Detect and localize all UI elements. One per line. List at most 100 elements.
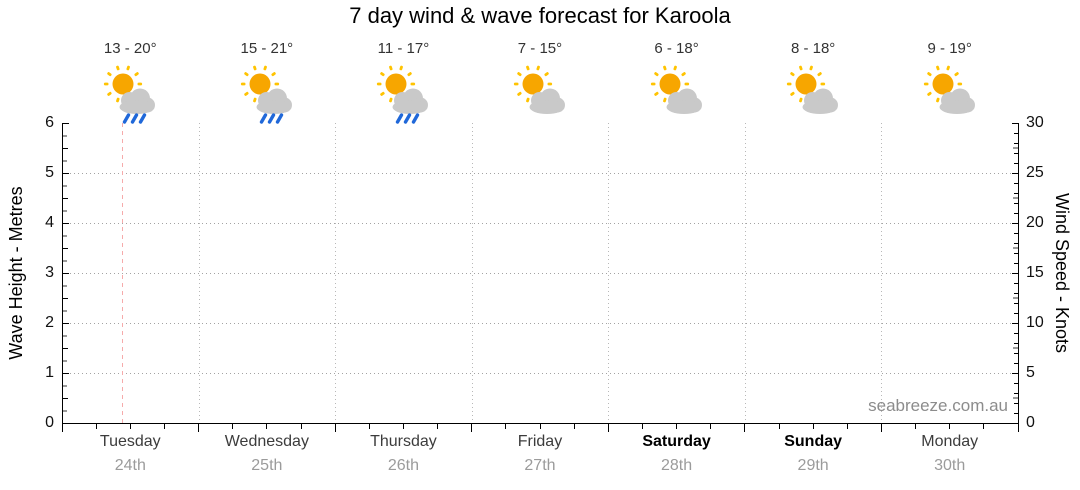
- temperature-range-label: 15 - 21°: [240, 40, 294, 57]
- right-axis-minor-tick: [1014, 282, 1018, 284]
- left-axis-minor-tick: [63, 134, 67, 137]
- right-axis-minor-tick: [1014, 202, 1018, 204]
- vertical-gridline: [608, 123, 610, 423]
- day-column: 6 - 18° Saturday 28th: [608, 0, 745, 490]
- right-axis-tick-label: 30: [1026, 114, 1044, 131]
- x-axis-minor-tick: [266, 424, 268, 429]
- right-axis-major-tick: [1012, 422, 1019, 424]
- x-axis-major-tick: [334, 424, 336, 432]
- horizontal-gridline: [62, 323, 1018, 324]
- left-axis-minor-tick: [63, 147, 68, 149]
- x-axis-minor-tick: [129, 424, 131, 429]
- horizontal-gridline: [62, 223, 1018, 224]
- day-column: 7 - 15° Friday 27th: [472, 0, 609, 490]
- right-axis-minor-tick: [1014, 262, 1018, 264]
- temperature-range-label: 9 - 19°: [927, 40, 972, 57]
- temperature-range-label: 8 - 18°: [790, 40, 836, 57]
- weather-icon-wrap: [920, 64, 980, 124]
- left-axis-minor-tick: [63, 334, 67, 337]
- weather-icon-wrap: [510, 64, 570, 124]
- x-axis-minor-tick: [710, 424, 712, 429]
- x-axis-minor-tick: [812, 424, 814, 429]
- left-axis-minor-tick: [63, 397, 68, 399]
- right-axis-minor-tick: [1014, 312, 1018, 314]
- right-axis-half-tick: [1013, 247, 1018, 249]
- x-axis-minor-tick: [300, 424, 302, 429]
- day-column: 8 - 18° Sunday 29th: [745, 0, 882, 490]
- left-axis-tick-label: 5: [45, 164, 54, 181]
- right-axis-half-tick: [1013, 297, 1018, 299]
- left-axis-tick-label: 1: [45, 364, 54, 381]
- right-axis-major-tick: [1012, 272, 1019, 274]
- right-axis-minor-tick: [1014, 252, 1018, 254]
- left-axis-minor-tick: [63, 347, 68, 349]
- right-axis-tick-label: 25: [1026, 164, 1044, 181]
- temperature-range-label: 11 - 17°: [377, 40, 430, 57]
- left-axis-major-tick: [62, 272, 69, 274]
- right-axis-major-tick: [1012, 322, 1019, 324]
- left-axis-minor-tick: [63, 197, 68, 199]
- sun-cloud-rain-icon: [104, 65, 156, 124]
- x-axis-minor-tick: [437, 424, 439, 429]
- horizontal-gridline: [62, 173, 1018, 174]
- watermark-seabreeze: seabreeze.com.au: [868, 396, 1008, 415]
- x-axis-major-tick: [744, 424, 746, 432]
- temperature-range-label: 7 - 15°: [517, 40, 563, 57]
- left-axis-major-tick: [62, 172, 69, 174]
- sun-cloud-icon: [787, 65, 839, 114]
- right-axis-minor-tick: [1014, 342, 1018, 344]
- x-axis-minor-tick: [573, 424, 575, 429]
- sun-cloud-icon: [923, 65, 975, 114]
- x-axis-date-label: 26th: [387, 457, 419, 474]
- x-axis-minor-tick: [402, 424, 404, 429]
- right-axis-minor-tick: [1014, 392, 1018, 394]
- temperature-range-label: 6 - 18°: [654, 40, 699, 57]
- vertical-gridline: [471, 123, 473, 423]
- right-axis-tick-label: 0: [1026, 414, 1035, 431]
- vertical-gridline: [198, 123, 200, 423]
- x-axis-minor-tick: [163, 424, 165, 429]
- right-axis-major-tick: [1012, 222, 1019, 224]
- x-axis-day-label: Thursday: [370, 433, 437, 450]
- x-axis-line: [62, 423, 1019, 424]
- left-axis-minor-tick: [63, 234, 67, 237]
- left-axis-tick-label: 2: [45, 314, 54, 331]
- sun-cloud-icon: [513, 65, 565, 114]
- right-axis-minor-tick: [1014, 362, 1018, 364]
- current-time-marker: [122, 123, 124, 423]
- day-column: 11 - 17° Thursday 26th: [335, 0, 472, 490]
- weather-icon-wrap: [373, 64, 433, 124]
- left-axis-minor-tick: [63, 159, 67, 162]
- right-axis-tick-label: 5: [1026, 364, 1035, 381]
- x-axis-minor-tick: [232, 424, 234, 429]
- right-axis-minor-tick: [1014, 152, 1018, 154]
- right-axis-minor-tick: [1014, 182, 1018, 184]
- left-axis-tick-label: 6: [45, 114, 54, 131]
- right-axis-minor-tick: [1014, 162, 1018, 164]
- vertical-gridline: [744, 123, 746, 423]
- x-axis-date-label: 27th: [524, 457, 556, 474]
- left-axis-minor-tick: [63, 247, 68, 249]
- left-axis-minor-tick: [63, 384, 67, 387]
- right-axis-minor-tick: [1014, 192, 1018, 194]
- right-axis-tick-label: 20: [1026, 214, 1044, 231]
- sun-cloud-icon: [650, 65, 702, 114]
- x-axis-date-label: 30th: [934, 457, 966, 474]
- right-axis-minor-tick: [1014, 412, 1018, 414]
- chart-title: 7 day wind & wave forecast for Karoola: [349, 3, 731, 28]
- weather-icon-wrap: [783, 64, 843, 124]
- x-axis-major-tick: [61, 424, 63, 432]
- x-axis-day-label: Monday: [921, 433, 979, 450]
- right-axis-major-tick: [1012, 372, 1019, 374]
- x-axis-day-label: Sunday: [784, 433, 843, 450]
- day-column: 13 - 20° Tuesday 24th: [62, 0, 199, 490]
- x-axis-day-label: Wednesday: [224, 433, 309, 450]
- x-axis-date-label: 28th: [660, 457, 693, 474]
- weather-icon-wrap: [647, 64, 707, 124]
- right-axis-minor-tick: [1014, 142, 1018, 144]
- left-axis-tick-label: 4: [45, 214, 54, 231]
- x-axis-day-label: Saturday: [642, 433, 711, 450]
- x-axis-minor-tick: [949, 424, 951, 429]
- day-column: 15 - 21° Wednesday 25th: [199, 0, 336, 490]
